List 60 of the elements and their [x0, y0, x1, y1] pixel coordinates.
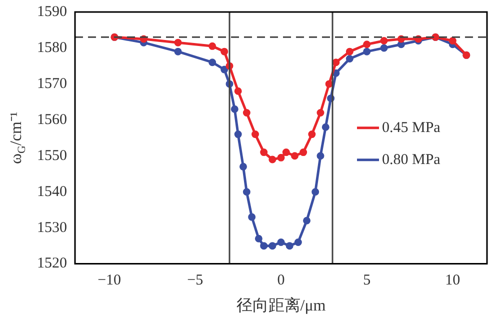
y-tick-label: 1570: [37, 76, 67, 92]
point: [239, 162, 247, 170]
point: [277, 154, 285, 162]
x-tick-label: 5: [363, 272, 371, 289]
point: [363, 48, 371, 56]
point: [286, 242, 294, 250]
point: [260, 148, 268, 156]
y-tick-label: 1560: [37, 112, 67, 128]
point: [363, 40, 371, 48]
legend-label: 0.45 MPa: [382, 120, 441, 136]
point: [380, 44, 388, 52]
point: [380, 37, 388, 45]
point: [242, 188, 250, 196]
y-tick-label: 1550: [37, 148, 67, 164]
point: [242, 108, 250, 116]
point: [316, 108, 324, 116]
x-tick-label: −10: [98, 272, 122, 289]
y-tick-label: 1530: [37, 220, 67, 236]
point: [260, 242, 268, 250]
legend-label: 0.80 MPa: [382, 152, 441, 168]
y-tick-label: 1590: [37, 4, 67, 20]
point: [322, 123, 330, 131]
point: [234, 87, 242, 95]
point: [208, 58, 216, 66]
point: [325, 80, 333, 88]
y-tick-label: 1580: [37, 40, 67, 56]
point: [294, 238, 302, 246]
point: [308, 130, 316, 138]
point: [282, 148, 290, 156]
point: [234, 130, 242, 138]
point: [252, 130, 259, 138]
x-tick-label: 10: [445, 272, 460, 289]
point: [303, 216, 310, 224]
point: [230, 105, 238, 113]
point: [332, 69, 340, 77]
point: [448, 37, 456, 45]
point: [248, 213, 256, 221]
y-tick-label: 1540: [37, 184, 67, 200]
point: [397, 40, 405, 48]
point: [174, 48, 182, 56]
point: [208, 42, 216, 50]
x-tick-label: −5: [187, 272, 204, 289]
point: [346, 55, 354, 63]
y-tick-label: 1520: [37, 256, 67, 272]
point: [346, 48, 354, 56]
point: [254, 234, 262, 242]
point: [220, 66, 228, 74]
point: [277, 238, 285, 246]
point: [300, 148, 308, 156]
y-axis-title: ωG/cm⁻¹: [8, 112, 28, 164]
point: [312, 188, 320, 196]
point: [268, 242, 276, 250]
point: [220, 48, 228, 56]
x-axis-title: 径向距离/μm: [236, 296, 326, 315]
point: [290, 152, 298, 160]
point: [174, 38, 182, 46]
point: [268, 156, 276, 164]
point: [332, 58, 340, 66]
point: [316, 152, 324, 160]
x-tick-label: 0: [277, 272, 285, 289]
